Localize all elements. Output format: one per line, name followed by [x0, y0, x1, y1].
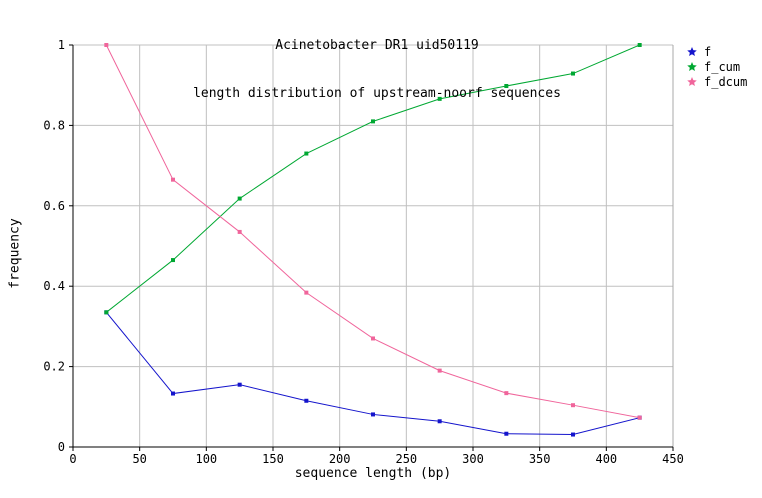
data-point-f: [437, 419, 442, 424]
y-tick-label: 0.4: [43, 279, 65, 293]
x-tick-label: 0: [69, 452, 76, 466]
x-tick-label: 300: [462, 452, 484, 466]
x-tick-label: 400: [595, 452, 617, 466]
y-tick-label: 1: [58, 38, 65, 52]
data-point-f_cum: [371, 119, 375, 124]
data-point-f_cum: [504, 84, 509, 89]
x-tick-label: 200: [329, 452, 351, 466]
y-tick-label: 0.2: [43, 360, 65, 374]
x-tick-label: 50: [132, 452, 146, 466]
y-tick-label: 0: [58, 440, 65, 454]
x-tick-label: 350: [529, 452, 551, 466]
x-tick-label: 450: [662, 452, 684, 466]
data-point-f: [171, 391, 175, 396]
legend-star-icon: [687, 47, 697, 57]
chart-title-line1: Acinetobacter DR1 uid50119: [275, 38, 479, 53]
data-point-f_cum: [571, 71, 575, 76]
legend-label-f_dcum: f_dcum: [704, 75, 747, 89]
data-point-f_cum: [304, 151, 309, 156]
legend-star-icon: [687, 77, 697, 87]
data-point-f_dcum: [104, 43, 109, 47]
data-point-f: [304, 398, 309, 403]
data-point-f: [504, 431, 509, 436]
data-point-f: [237, 382, 242, 387]
data-point-f_cum: [104, 310, 109, 315]
legend-label-f_cum: f_cum: [704, 60, 740, 74]
legend-label-f: f: [704, 45, 711, 59]
chart-title-line2: length distribution of upstream-noorf se…: [193, 86, 561, 101]
data-point-f_dcum: [504, 391, 509, 396]
data-point-f_dcum: [437, 368, 442, 373]
x-tick-label: 100: [195, 452, 217, 466]
y-tick-label: 0.6: [43, 199, 65, 213]
data-point-f_dcum: [237, 229, 242, 234]
data-point-f_cum: [237, 196, 242, 201]
data-point-f_dcum: [571, 403, 575, 408]
legend-star-icon: [687, 62, 697, 72]
data-point-f_dcum: [171, 177, 175, 182]
data-point-f_cum: [637, 43, 642, 47]
data-point-f_cum: [437, 96, 442, 101]
y-axis-label: frequency: [7, 218, 23, 289]
data-point-f_cum: [171, 258, 175, 263]
chart-title: Acinetobacter DR1 uid50119 length distri…: [0, 6, 754, 134]
x-axis-label: sequence length (bp): [294, 466, 452, 481]
x-tick-label: 150: [262, 452, 284, 466]
data-point-f: [571, 432, 575, 437]
x-tick-label: 250: [395, 452, 417, 466]
data-point-f_dcum: [304, 290, 309, 295]
data-point-f_dcum: [371, 336, 375, 341]
data-point-f: [371, 412, 375, 417]
y-tick-label: 0.8: [43, 118, 65, 132]
data-point-f_dcum: [637, 415, 642, 420]
